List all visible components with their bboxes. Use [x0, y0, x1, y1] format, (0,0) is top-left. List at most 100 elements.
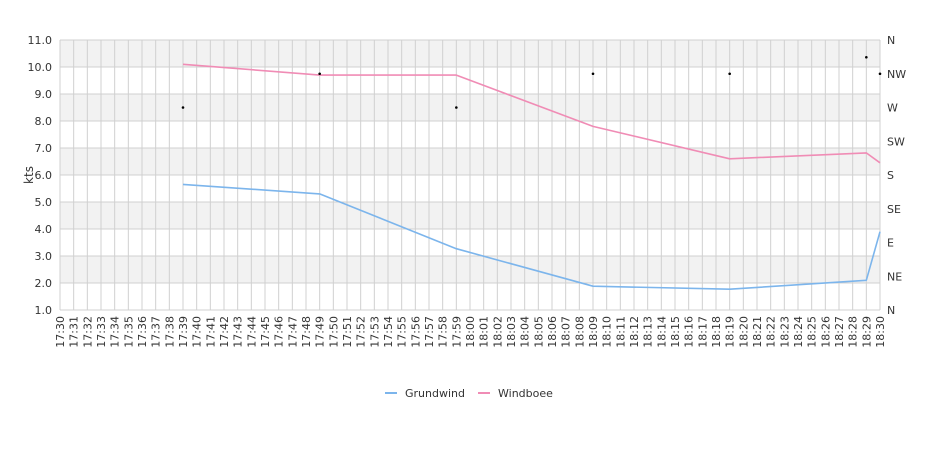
x-tick-label: 18:13 — [642, 316, 655, 348]
y-tick-label: 3.0 — [35, 250, 53, 263]
direction-marker — [728, 72, 731, 76]
x-tick-label: 17:38 — [163, 316, 176, 348]
x-tick-label: 17:37 — [150, 316, 163, 348]
legend: Grundwind Windboee — [385, 387, 553, 400]
x-tick-label: 17:56 — [409, 316, 422, 348]
x-tick-label: 17:45 — [259, 316, 272, 348]
x-tick-label: 18:03 — [505, 316, 518, 348]
y-tick-label: 9.0 — [35, 88, 53, 101]
x-tick-label: 18:09 — [587, 316, 600, 348]
y-tick-label: 10.0 — [28, 61, 53, 74]
y-tick-label: 11.0 — [28, 34, 53, 47]
x-tick-label: 18:08 — [573, 316, 586, 348]
direction-tick-label: NE — [887, 270, 902, 283]
x-tick-label: 17:43 — [232, 316, 245, 348]
x-tick-label: 17:50 — [327, 316, 340, 348]
x-tick-label: 18:20 — [737, 316, 750, 348]
x-tick-label: 18:15 — [669, 316, 682, 348]
series-lines — [182, 63, 881, 291]
direction-tick-label: NW — [887, 68, 906, 81]
x-tick-label: 17:49 — [314, 316, 327, 348]
series-line-windboee — [182, 63, 881, 164]
x-tick-label: 18:26 — [819, 316, 832, 348]
x-tick-label: 18:07 — [560, 316, 573, 348]
x-tick-label: 17:40 — [191, 316, 204, 348]
x-tick-label: 18:24 — [792, 316, 805, 348]
x-tick-label: 17:36 — [136, 316, 149, 348]
y-tick-label: 8.0 — [35, 115, 53, 128]
x-tick-label: 17:51 — [341, 316, 354, 348]
x-tick-label: 18:21 — [751, 316, 764, 348]
legend-item-label: Windboee — [498, 387, 553, 400]
x-tick-label: 18:06 — [546, 316, 559, 348]
direction-tick-label: E — [887, 237, 894, 250]
x-tick-label: 17:58 — [437, 316, 450, 348]
y-axis-label: kts — [22, 166, 36, 184]
x-axis-ticks: 17:30 17:31 17:32 17:33 17:34 17:35 17:36 17:37… — [54, 316, 887, 348]
x-tick-label: 18:10 — [601, 316, 614, 348]
x-tick-label: 18:01 — [478, 316, 491, 348]
x-tick-label: 18:00 — [464, 316, 477, 348]
direction-marker — [181, 106, 185, 109]
direction-markers — [181, 55, 882, 109]
direction-tick-label: N — [887, 304, 895, 317]
legend-item-label: Grundwind — [405, 387, 465, 400]
x-tick-label: 17:34 — [109, 316, 122, 348]
direction-marker — [318, 72, 321, 76]
x-tick-label: 17:44 — [245, 316, 258, 348]
y-tick-label: 2.0 — [35, 277, 53, 290]
x-tick-label: 18:18 — [710, 316, 723, 348]
x-tick-label: 18:25 — [806, 316, 819, 348]
series-line-grundwind — [182, 183, 881, 291]
y-tick-label: 1.0 — [35, 304, 53, 317]
direction-tick-label: S — [887, 169, 894, 182]
direction-marker — [455, 106, 458, 109]
x-tick-label: 17:35 — [122, 316, 135, 348]
direction-marker — [591, 72, 595, 76]
x-tick-label: 17:46 — [273, 316, 286, 348]
x-tick-label: 18:30 — [874, 316, 887, 348]
x-tick-label: 17:31 — [68, 316, 81, 348]
x-tick-label: 17:32 — [81, 316, 94, 348]
direction-marker — [865, 55, 868, 59]
x-tick-label: 17:59 — [450, 316, 463, 348]
y-tick-label: 7.0 — [35, 142, 53, 155]
direction-tick-label: W — [887, 102, 898, 115]
x-tick-label: 17:47 — [286, 316, 299, 348]
direction-tick-label: SE — [887, 203, 901, 216]
x-tick-label: 18:16 — [683, 316, 696, 348]
x-tick-label: 17:52 — [355, 316, 368, 348]
x-tick-label: 18:11 — [614, 316, 627, 348]
direction-marker — [878, 72, 882, 76]
x-tick-label: 17:54 — [382, 316, 395, 348]
x-tick-label: 17:41 — [204, 316, 217, 348]
x-tick-label: 17:48 — [300, 316, 313, 348]
x-tick-label: 18:12 — [628, 316, 641, 348]
x-tick-label: 17:53 — [368, 316, 381, 348]
x-tick-label: 18:14 — [655, 316, 668, 348]
x-tick-label: 18:27 — [833, 316, 846, 348]
x-tick-label: 18:04 — [519, 316, 532, 348]
x-tick-label: 18:29 — [860, 316, 873, 348]
x-tick-label: 17:57 — [423, 316, 436, 348]
direction-tick-label: SW — [887, 135, 905, 148]
grid-lines — [59, 39, 881, 311]
direction-tick-label: N — [887, 34, 895, 47]
x-tick-label: 18:19 — [724, 316, 737, 348]
x-tick-label: 17:55 — [396, 316, 409, 348]
direction-axis-ticks: N NE E SE S SW W NW N — [887, 34, 906, 317]
x-tick-label: 18:05 — [532, 316, 545, 348]
y-tick-label: 6.0 — [35, 169, 53, 182]
x-tick-label: 18:28 — [847, 316, 860, 348]
x-tick-label: 17:33 — [95, 316, 108, 348]
x-tick-label: 17:30 — [54, 316, 67, 348]
y-axis-ticks: 1.0 2.0 3.0 4.0 5.0 6.0 7.0 8.0 9.0 10.0 11.0 — [28, 34, 53, 317]
x-tick-label: 18:23 — [778, 316, 791, 348]
x-tick-label: 17:39 — [177, 316, 190, 348]
x-tick-label: 18:02 — [491, 316, 504, 348]
x-tick-label: 18:17 — [696, 316, 709, 348]
y-tick-label: 4.0 — [35, 223, 53, 236]
x-tick-label: 18:22 — [765, 316, 778, 348]
